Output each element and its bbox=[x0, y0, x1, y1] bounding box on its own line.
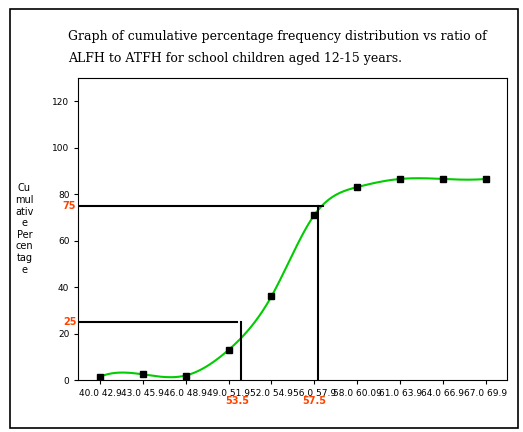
Text: 53.5: 53.5 bbox=[225, 397, 249, 407]
Text: ALFH to ATFH for school children aged 12-15 years.: ALFH to ATFH for school children aged 12… bbox=[68, 52, 402, 65]
Y-axis label: Cu
mul
ativ
e
Per
cen
tag
e: Cu mul ativ e Per cen tag e bbox=[15, 183, 33, 275]
Text: 25: 25 bbox=[63, 317, 76, 327]
Text: 57.5: 57.5 bbox=[302, 397, 326, 407]
Text: 75: 75 bbox=[63, 201, 76, 211]
Text: Graph of cumulative percentage frequency distribution vs ratio of: Graph of cumulative percentage frequency… bbox=[68, 30, 487, 43]
